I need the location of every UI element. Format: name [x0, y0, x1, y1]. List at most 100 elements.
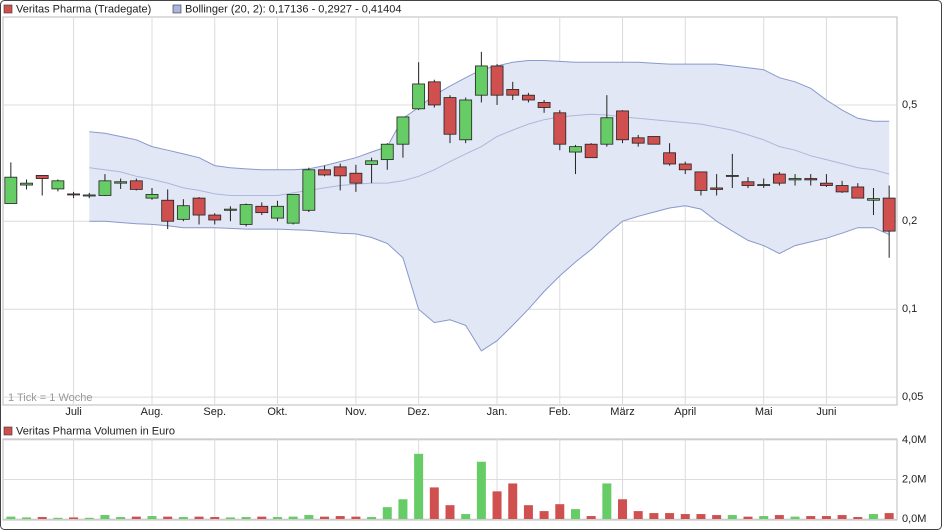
candle-body: [882, 197, 896, 232]
candle-body: [788, 178, 802, 181]
volume-bar: [367, 517, 377, 519]
volume-bar: [100, 515, 110, 519]
candle-body: [772, 173, 786, 184]
volume-bar: [508, 483, 518, 519]
volume-bar: [570, 509, 580, 519]
candle-body: [741, 181, 755, 186]
y-tick-label: 4,0M: [902, 434, 926, 446]
x-tick-label: März: [610, 406, 634, 418]
volume-bar: [774, 515, 784, 519]
volume-bar: [257, 516, 267, 519]
candle-body: [600, 117, 614, 145]
x-tick-label: April: [674, 406, 696, 418]
y-tick-label: 0,2: [902, 215, 917, 227]
candle-body: [678, 163, 692, 171]
volume-bar: [131, 516, 141, 519]
candle-body: [710, 187, 724, 190]
candle-body: [98, 180, 112, 196]
volume-bar: [853, 517, 863, 519]
legend-label: Bollinger (20, 2): 0,17136 - 0,2927 - 0,…: [185, 3, 401, 15]
candle-body: [506, 89, 520, 96]
volume-bar: [555, 504, 565, 519]
candle-body: [114, 181, 128, 184]
candle-body: [584, 143, 598, 159]
volume-bar: [22, 517, 32, 519]
note: 1 Tick = 1 Woche: [8, 392, 92, 404]
volume-bar: [163, 516, 173, 519]
volume-bar: [288, 516, 298, 519]
volume-bar: [539, 511, 549, 519]
candle-body: [631, 137, 645, 144]
candle-body: [35, 175, 49, 179]
volume-bar: [210, 517, 220, 519]
candle-body: [474, 65, 488, 96]
volume-bar: [727, 515, 737, 519]
candle-body: [851, 186, 865, 199]
volume-bar: [743, 516, 753, 519]
legend-swatch: [3, 4, 13, 14]
candle-body: [427, 81, 441, 106]
candle-body: [176, 205, 190, 220]
volume-bar: [382, 507, 392, 519]
volume-bar: [712, 515, 722, 519]
x-tick-label: Juli: [65, 406, 82, 418]
candle-body: [804, 178, 818, 181]
candle-body: [553, 112, 567, 145]
candle-body: [129, 180, 143, 190]
candle-body: [349, 172, 363, 184]
candle-body: [663, 152, 676, 165]
volume-bar: [178, 517, 188, 519]
candle-body: [4, 176, 18, 204]
volume-bar: [6, 516, 16, 519]
volume-bar: [602, 483, 612, 519]
volume-bar: [147, 516, 157, 519]
volume-bar: [320, 516, 330, 519]
volume-bar: [586, 516, 596, 519]
band-fill: [89, 60, 890, 351]
candle-body: [82, 194, 96, 197]
candle-body: [694, 171, 708, 191]
candle-body: [412, 83, 426, 110]
volume-bar: [116, 517, 126, 519]
volume-bar: [680, 514, 690, 519]
legend-swatch: [3, 426, 13, 436]
candle-body: [161, 199, 175, 222]
volume-bar: [523, 505, 533, 519]
volume-bar: [492, 491, 502, 519]
candle-body: [255, 205, 269, 214]
x-tick-label: Jan.: [487, 406, 508, 418]
candle-body: [20, 182, 33, 186]
candle-body: [569, 146, 582, 153]
candle-body: [302, 169, 316, 211]
volume-bar: [806, 516, 816, 519]
volume-bar: [304, 515, 314, 519]
band-lower: [89, 205, 890, 352]
y-tick-label: 0,5: [902, 99, 917, 111]
candle-body: [725, 175, 739, 177]
candle-body: [490, 65, 504, 96]
y-tick-label: 0,0M: [902, 513, 926, 525]
x-tick-label: Nov.: [345, 406, 367, 418]
volume-bar: [225, 517, 235, 519]
x-tick-label: Okt.: [267, 406, 287, 418]
volume-bar: [241, 517, 251, 519]
x-tick-label: Juni: [816, 406, 836, 418]
x-tick-label: Dez.: [407, 406, 430, 418]
volume-bar: [476, 461, 486, 519]
legend-label: Veritas Pharma (Tradegate): [16, 3, 151, 15]
volume-bar: [790, 516, 800, 519]
volume-bar: [633, 511, 643, 519]
candle-body: [67, 193, 80, 196]
candle-body: [647, 136, 661, 145]
x-tick-label: Sep.: [203, 406, 226, 418]
volume-bar: [696, 514, 706, 519]
volume-bar: [335, 516, 345, 519]
candle-body: [239, 204, 253, 225]
candle-body: [318, 169, 331, 176]
volume-bar: [445, 505, 455, 519]
candle-body: [208, 214, 222, 221]
candle-body: [867, 198, 880, 201]
candle-body: [835, 185, 849, 193]
candle-body: [224, 208, 237, 211]
volume-bar: [69, 517, 79, 519]
